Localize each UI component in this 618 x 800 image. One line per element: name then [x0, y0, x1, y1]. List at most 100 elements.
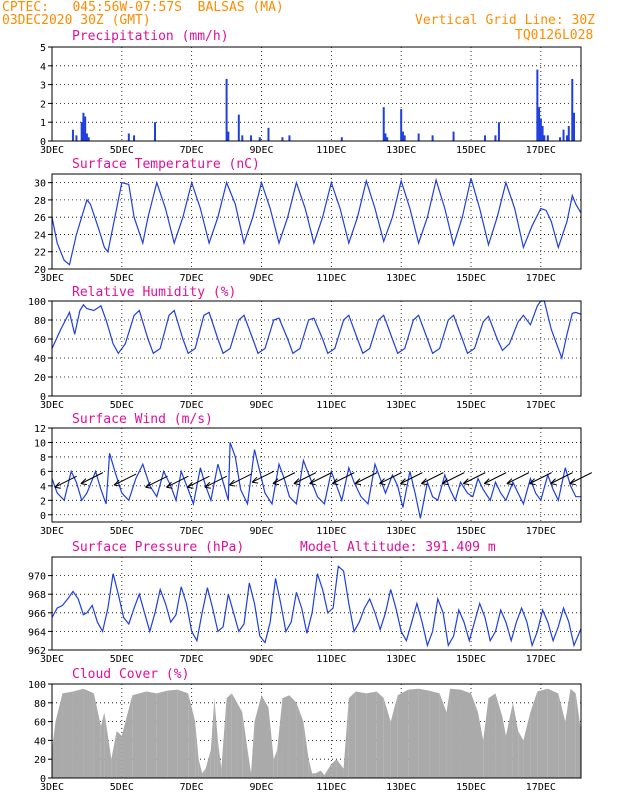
precip-bar [543, 135, 546, 141]
cloud-area-segment [312, 773, 316, 778]
pres-ytick-label: 962 [28, 646, 46, 657]
temp-frame [51, 173, 582, 270]
temp-xtick-label: 17DEC [526, 273, 556, 284]
temp-xtick-label: 13DEC [386, 273, 416, 284]
rh-title: Relative Humidity (%) [72, 285, 237, 300]
precip-bar [431, 135, 434, 141]
precip-bar [133, 135, 136, 141]
wind-wind-arrow [400, 472, 423, 485]
rh-series-line [51, 300, 582, 361]
precip-bar [225, 78, 228, 141]
temp-xtick-label: 15DEC [456, 273, 486, 284]
precip-bar [452, 131, 455, 141]
wind-ytick-label: 10 [34, 438, 46, 449]
precip-ytick-label: 3 [40, 81, 46, 92]
wind-wind-arrow [483, 472, 507, 485]
wind-wind-arrowhead [379, 478, 386, 486]
cloud-area-segment [570, 688, 576, 778]
rh-ytick-label: 60 [34, 335, 46, 346]
pres-xtick-label: 11DEC [316, 654, 346, 665]
rh-xtick-label: 7DEC [180, 400, 204, 411]
cloud-area-segment [315, 770, 321, 778]
cloud-area-segment [217, 740, 222, 778]
cloud-area-segment [188, 693, 196, 778]
cloud-area-segment [336, 759, 344, 778]
cloud-ytick-label: 80 [34, 699, 46, 710]
wind-wind-arrow [145, 475, 168, 488]
wind-ytick-label: 8 [40, 453, 46, 464]
rh-ytick-label: 100 [28, 297, 46, 308]
cloud-xtick-label: 15DEC [456, 782, 486, 793]
precip-ytick-label: 5 [40, 43, 46, 54]
wind-wind-arrow [187, 475, 210, 488]
pres-subtitle: Model Altitude: 391.409 m [300, 540, 496, 555]
station-header: CPTEC: 045:56W-07:57S BALSAS (MA) [2, 0, 284, 15]
precip-xtick-label: 9DEC [249, 145, 273, 156]
cloud-ytick-label: 0 [40, 774, 46, 785]
cloud-area-segment [355, 691, 367, 778]
precip-bar [237, 114, 240, 141]
cloud-area-segment [93, 693, 101, 778]
cloud-area-segment [282, 695, 290, 778]
cloud-area-segment [565, 688, 571, 778]
cloud-area-segment [242, 712, 248, 778]
cloud-xtick-label: 3DEC [40, 782, 64, 793]
temp-xtick-label: 7DEC [180, 273, 204, 284]
cloud-area-segment [111, 731, 117, 778]
cloud-area-segment [121, 695, 133, 778]
wind-wind-arrow [354, 472, 378, 485]
cloud-xtick-label: 17DEC [526, 782, 556, 793]
pres-xtick-label: 3DEC [40, 654, 64, 665]
pres-xtick-label: 5DEC [110, 654, 134, 665]
cloud-area-segment [221, 698, 227, 778]
cloud-area-segment [205, 749, 211, 778]
cloud-area-segment [483, 698, 489, 778]
cloud-xtick-label: 9DEC [249, 782, 273, 793]
precip-bar [71, 129, 74, 141]
temp-ytick-label: 28 [34, 196, 46, 207]
cloud-area-segment [518, 731, 524, 778]
cloud-area-segment [104, 712, 112, 778]
grid-note: Vertical Grid Line: 30Z [415, 13, 596, 28]
cloud-area-segment [146, 691, 157, 778]
wind-wind-arrowhead [400, 478, 407, 486]
precip-bar [536, 69, 539, 141]
precip-bar [541, 125, 544, 141]
wind-ytick-label: 0 [40, 511, 46, 522]
precip-bar [288, 135, 291, 141]
precip-bar [403, 135, 406, 141]
precip-bar [84, 116, 87, 141]
cloud-area-segment [100, 712, 105, 778]
temp-series-line [51, 177, 582, 266]
precip-xtick-label: 7DEC [180, 145, 204, 156]
precip-bar [400, 109, 403, 141]
wind-xtick-label: 17DEC [526, 526, 556, 537]
wind-wind-arrowhead [272, 478, 280, 486]
cloud-xtick-label: 5DEC [110, 782, 134, 793]
wind-wind-arrowhead [166, 481, 173, 489]
temp-ytick-label: 22 [34, 248, 46, 259]
wind-wind-arrow [529, 472, 552, 485]
cloud-area-segment [132, 691, 147, 778]
cloud-area-segment [558, 693, 566, 778]
precip-xtick-label: 11DEC [316, 145, 346, 156]
run-time-header: 03DEC2020 30Z (GMT) [2, 13, 151, 28]
wind-ytick-label: 6 [40, 467, 46, 478]
precip-bar [417, 133, 420, 141]
cloud-area-segment [324, 763, 332, 778]
wind-wind-arrow [506, 472, 530, 485]
wind-wind-arrow [442, 472, 465, 485]
rh-xtick-label: 11DEC [316, 400, 346, 411]
wind-wind-arrow [229, 473, 252, 486]
precip-bar [546, 135, 549, 141]
wind-wind-arrow [421, 472, 444, 485]
precip-ytick-label: 1 [40, 118, 46, 129]
precip-bar [154, 122, 157, 141]
cloud-area-segment [237, 702, 243, 778]
wind-wind-arrowhead [54, 481, 61, 489]
wind-ytick-label: 4 [40, 482, 46, 493]
cloud-xtick-label: 7DEC [180, 782, 204, 793]
cloud-area-segment [320, 770, 325, 778]
cloud-area-segment [156, 690, 168, 778]
rh-frame [51, 300, 582, 397]
